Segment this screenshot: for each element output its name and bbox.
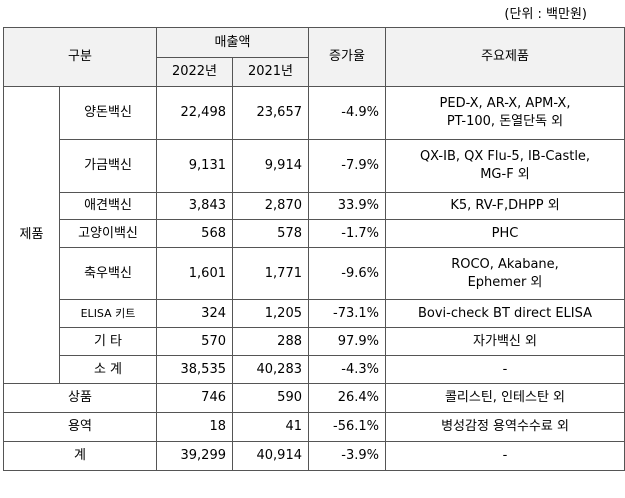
table-row: 고양이백신 568 578 -1.7% PHC <box>4 219 625 248</box>
row-category: 상품 <box>3 383 157 413</box>
product-line: 콜리스틴, 인테스탄 외 <box>444 390 566 405</box>
row-category: 소 계 <box>59 355 157 384</box>
table-row: 제품 양돈백신 22,498 23,657 -4.9% PED-X, AR-X, APM-… <box>3 86 625 384</box>
main-products: Bovi-check BT direct ELISA <box>385 299 625 328</box>
table-row: 계 39,299 40,914 -3.9% - <box>3 441 625 471</box>
row-category: 계 <box>3 441 157 471</box>
product-line: PED-X, AR-X, APM-X, <box>439 96 571 111</box>
unit-note: (단위 : 백만원) <box>504 7 587 22</box>
table-row: 용역 18 41 -56.1% 병성감정 용역수수료 외 <box>3 412 625 442</box>
main-products: - <box>385 441 625 471</box>
header-category: 구분 <box>3 27 157 87</box>
sales-2022: 324 <box>156 299 233 328</box>
main-products: PED-X, AR-X, APM-X, PT-100, 돈열단독 외 <box>385 86 625 140</box>
change-rate: -4.3% <box>308 355 386 384</box>
main-products: - <box>385 355 625 384</box>
sales-2022: 3,843 <box>156 192 233 220</box>
product-line: Ephemer 외 <box>467 274 543 290</box>
sales-2022: 570 <box>156 327 233 356</box>
row-category: 기 타 <box>59 327 157 356</box>
product-line: 자가백신 외 <box>473 333 537 349</box>
sales-2022: 568 <box>156 219 233 248</box>
product-line: PHC <box>491 225 519 241</box>
change-rate: -73.1% <box>308 299 386 328</box>
sales-2021: 2,870 <box>232 192 309 220</box>
change-rate: -1.7% <box>308 219 386 248</box>
sales-2021: 590 <box>232 383 309 413</box>
product-line: K5, RV-F,DHPP 외 <box>450 198 560 213</box>
change-rate: -4.9% <box>308 86 386 140</box>
main-products: ROCO, Akabane, Ephemer 외 <box>385 247 625 300</box>
row-category: ELISA 키트 <box>59 299 157 328</box>
sales-2021: 1,205 <box>232 299 309 328</box>
sales-2022: 22,498 <box>156 86 233 140</box>
table-row: 가금백신 9,131 9,914 -7.9% QX-IB, QX Flu-5, IB-C… <box>4 139 625 193</box>
main-products: PHC <box>385 219 625 248</box>
table-row: 소 계 38,535 40,283 -4.3% - <box>4 355 625 384</box>
row-category: 가금백신 <box>59 139 157 193</box>
table-row: 애견백신 3,843 2,870 33.9% K5, RV-F,DHPP 외 <box>4 192 625 220</box>
row-category: 양돈백신 <box>59 86 157 140</box>
change-rate: 26.4% <box>308 383 386 413</box>
header-year-2021: 2021년 <box>232 57 309 87</box>
sales-2021: 23,657 <box>232 86 309 140</box>
sales-2021: 578 <box>232 219 309 248</box>
product-line: QX-IB, QX Flu-5, IB-Castle, <box>419 149 591 164</box>
sales-2021: 40,914 <box>232 441 309 471</box>
sales-2022: 39,299 <box>156 441 233 471</box>
product-line: - <box>502 361 508 377</box>
product-line: ROCO, Akabane, <box>451 256 559 272</box>
header-main-products: 주요제품 <box>385 27 625 87</box>
row-category: 고양이백신 <box>59 219 157 248</box>
product-group-label: 제품 <box>3 86 60 384</box>
table-row: 기 타 570 288 97.9% 자가백신 외 <box>4 327 625 356</box>
row-category: 용역 <box>3 412 157 442</box>
header-subrow: 2022년 2021년 <box>4 57 625 87</box>
main-products: QX-IB, QX Flu-5, IB-Castle, MG-F 외 <box>385 139 625 193</box>
sales-table-body: 구분 매출액 증가율 주요제품 2022년 2021년 제품 양돈백신 22,498… <box>3 27 625 471</box>
sales-2022: 9,131 <box>156 139 233 193</box>
sales-2021: 1,771 <box>232 247 309 300</box>
main-products: 콜리스틴, 인테스탄 외 <box>385 383 625 413</box>
change-rate: 33.9% <box>308 192 386 220</box>
change-rate: -7.9% <box>308 139 386 193</box>
row-category: 애견백신 <box>59 192 157 220</box>
sales-2022: 18 <box>156 412 233 442</box>
header-change: 증가율 <box>308 27 386 87</box>
sales-2021: 9,914 <box>232 139 309 193</box>
sales-2022: 38,535 <box>156 355 233 384</box>
product-line: Bovi-check BT direct ELISA <box>417 305 593 321</box>
header-year-2022: 2022년 <box>156 57 233 87</box>
change-rate: -56.1% <box>308 412 386 442</box>
sales-2021: 288 <box>232 327 309 356</box>
sales-table: 구분 매출액 증가율 주요제품 2022년 2021년 제품 양돈백신 22,498… <box>3 27 625 471</box>
product-line: 병성감정 용역수수료 외 <box>441 419 569 434</box>
sales-2021: 41 <box>232 412 309 442</box>
main-products: 병성감정 용역수수료 외 <box>385 412 625 442</box>
sales-2022: 746 <box>156 383 233 413</box>
header-row: 구분 매출액 증가율 주요제품 <box>3 27 625 87</box>
sales-2022: 1,601 <box>156 247 233 300</box>
product-line: MG-F 외 <box>480 167 530 182</box>
table-row: 상품 746 590 26.4% 콜리스틴, 인테스탄 외 <box>3 383 625 413</box>
product-line: PT-100, 돈열단독 외 <box>446 114 564 129</box>
change-rate: -9.6% <box>308 247 386 300</box>
header-sales: 매출액 <box>156 27 309 58</box>
sales-2021: 40,283 <box>232 355 309 384</box>
change-rate: 97.9% <box>308 327 386 356</box>
main-products: 자가백신 외 <box>385 327 625 356</box>
main-products: K5, RV-F,DHPP 외 <box>385 192 625 220</box>
table-row: ELISA 키트 324 1,205 -73.1% Bovi-check BT dire… <box>4 299 625 328</box>
change-rate: -3.9% <box>308 441 386 471</box>
row-category: 축우백신 <box>59 247 157 300</box>
product-line: - <box>502 448 508 463</box>
table-row: 축우백신 1,601 1,771 -9.6% ROCO, Akabane, Ephemer… <box>4 247 625 300</box>
